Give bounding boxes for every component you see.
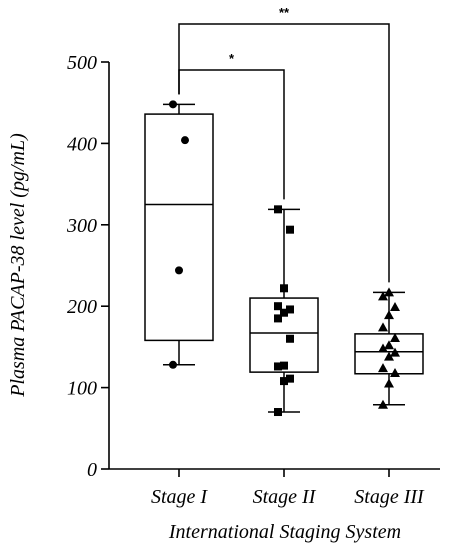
data-point-square: [286, 225, 294, 234]
data-point-square: [280, 284, 288, 293]
data-point-circle: [169, 360, 177, 369]
data-point-triangle: [390, 302, 400, 312]
data-point-square: [274, 314, 282, 323]
data-points: [169, 100, 400, 417]
data-point-triangle: [378, 343, 388, 353]
data-point-circle: [181, 136, 189, 145]
x-axis-label: International Staging System: [168, 521, 401, 543]
significance-bracket: [178, 69, 285, 200]
data-point-triangle: [384, 351, 394, 361]
y-tick-label: 200: [67, 296, 97, 318]
box-plots: [144, 103, 424, 413]
data-point-triangle: [384, 310, 394, 320]
y-tick-label: 400: [67, 133, 97, 155]
x-tick-label: Stage II: [253, 486, 317, 508]
data-point-square: [274, 302, 282, 311]
data-point-square: [280, 308, 288, 317]
y-tick-label: 300: [66, 215, 97, 237]
data-point-square: [274, 362, 282, 371]
data-point-square: [280, 361, 288, 370]
y-tick-label: 500: [67, 52, 97, 74]
data-point-triangle: [390, 367, 400, 377]
data-point-square: [286, 334, 294, 343]
y-tick-label: 100: [67, 378, 97, 400]
data-point-triangle: [390, 347, 400, 357]
significance-label: **: [279, 5, 290, 20]
x-tick-label: Stage III: [354, 486, 425, 508]
data-point-triangle: [378, 399, 388, 409]
data-point-triangle: [390, 332, 400, 342]
data-point-square: [286, 374, 294, 383]
data-point-square: [286, 305, 294, 314]
data-point-square: [274, 205, 282, 214]
data-point-circle: [175, 266, 183, 275]
data-point-triangle: [378, 322, 388, 332]
x-tick-label: Stage I: [151, 486, 208, 508]
significance-label: *: [229, 51, 235, 66]
data-point-triangle: [378, 291, 388, 301]
data-point-triangle: [384, 287, 394, 297]
iqr-box: [354, 333, 424, 375]
y-tick-label: 0: [87, 459, 97, 481]
iqr-box: [144, 113, 214, 342]
significance-bracket: [178, 23, 390, 283]
data-point-triangle: [384, 378, 394, 388]
axes: 0 100 200 300 400 500 Stage I Stage II Stage III: [66, 52, 440, 508]
data-point-square: [280, 377, 288, 386]
data-point-triangle: [384, 340, 394, 350]
data-point-triangle: [378, 363, 388, 373]
iqr-box: [249, 297, 319, 373]
y-axis-label: Plasma PACAP-38 level (pg/mL): [7, 133, 29, 398]
data-point-square: [274, 408, 282, 417]
data-point-circle: [169, 100, 177, 109]
significance-brackets: ***: [178, 5, 390, 283]
